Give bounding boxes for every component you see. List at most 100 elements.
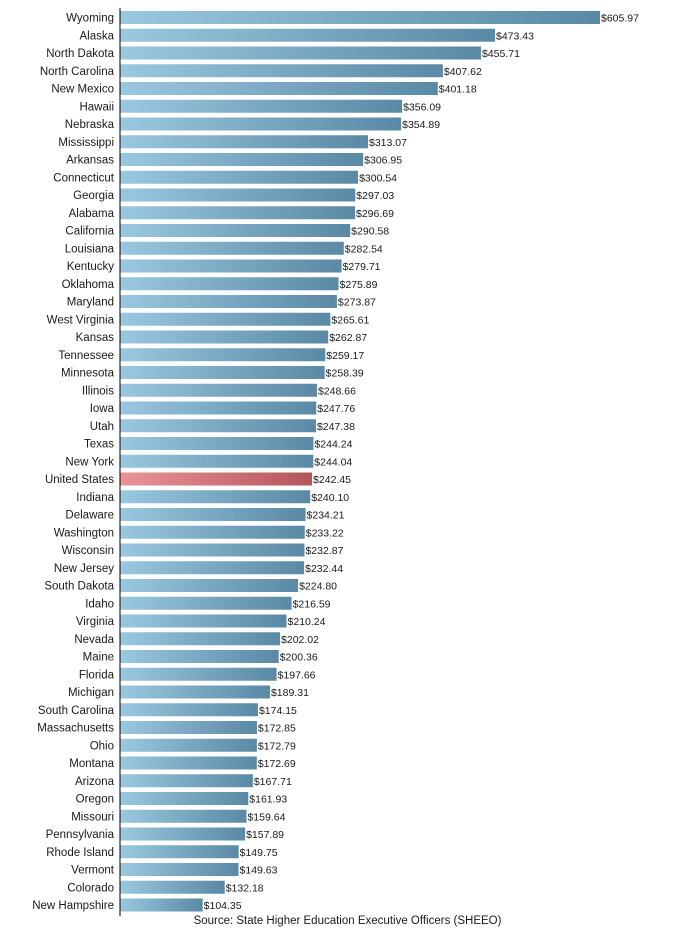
- category-label: Pennsylvania: [46, 829, 115, 841]
- value-label: $234.21: [307, 510, 345, 522]
- category-label: Virginia: [76, 616, 115, 628]
- category-label: Maine: [83, 652, 114, 664]
- category-label: Georgia: [73, 190, 115, 202]
- bar: [120, 756, 257, 770]
- category-label: Kentucky: [67, 261, 115, 273]
- bar: [120, 11, 600, 24]
- bar: [120, 809, 247, 823]
- category-label: West Virginia: [47, 314, 115, 326]
- bar: [120, 82, 438, 95]
- bar: [120, 845, 239, 859]
- value-label: $232.44: [305, 563, 343, 575]
- category-label: Kansas: [76, 332, 115, 344]
- value-label: $265.61: [331, 314, 369, 326]
- category-label: New Mexico: [51, 84, 114, 96]
- bar: [120, 508, 306, 521]
- category-label: Minnesota: [61, 368, 115, 380]
- category-label: Texas: [84, 439, 114, 451]
- bar: [120, 543, 305, 557]
- value-label: $354.89: [402, 119, 440, 131]
- value-label: $244.24: [314, 439, 352, 451]
- value-label: $290.58: [351, 226, 389, 238]
- value-label: $300.54: [359, 172, 397, 184]
- category-label: Louisiana: [65, 243, 115, 255]
- value-label: $455.71: [482, 48, 520, 60]
- bar: [120, 721, 257, 734]
- bar: [120, 792, 249, 805]
- value-label: $200.36: [280, 652, 318, 664]
- bar: [120, 454, 314, 468]
- value-label: $232.87: [305, 545, 343, 557]
- category-label: North Dakota: [46, 48, 114, 60]
- bar: [120, 170, 359, 184]
- category-label: Missouri: [71, 811, 114, 823]
- bar: [120, 224, 351, 237]
- bar: [120, 579, 299, 592]
- bar: [120, 188, 356, 202]
- bar: [120, 561, 305, 575]
- category-label: Illinois: [82, 385, 114, 397]
- bar: [120, 153, 364, 166]
- bar: [120, 312, 331, 326]
- value-label: $149.63: [240, 865, 278, 877]
- value-label: $149.75: [240, 847, 278, 859]
- category-label: Florida: [79, 669, 115, 681]
- bar: [120, 330, 329, 344]
- category-label: Mississippi: [58, 137, 114, 149]
- value-label: $306.95: [364, 155, 402, 167]
- value-label: $262.87: [329, 332, 367, 344]
- category-label: New Hampshire: [32, 900, 114, 912]
- category-label: New York: [65, 456, 114, 468]
- bar-highlight: [120, 472, 313, 486]
- bar: [120, 525, 305, 539]
- category-label: Hawaii: [79, 101, 114, 113]
- value-label: $161.93: [249, 794, 287, 806]
- category-label: Indiana: [76, 492, 114, 504]
- category-label: Massachusetts: [37, 723, 114, 735]
- bar: [120, 383, 317, 397]
- value-label: $605.97: [601, 13, 639, 25]
- category-label: Iowa: [90, 403, 115, 415]
- value-label: $259.17: [326, 350, 364, 362]
- category-label: Arizona: [75, 776, 115, 788]
- value-label: $172.69: [258, 758, 296, 770]
- category-label: Nevada: [74, 634, 114, 646]
- bar: [120, 490, 311, 504]
- category-label: Wisconsin: [62, 545, 114, 557]
- bar: [120, 99, 403, 113]
- value-label: $167.71: [254, 776, 292, 788]
- category-label: Idaho: [85, 598, 114, 610]
- category-label: North Carolina: [40, 66, 115, 78]
- category-label: Maryland: [67, 297, 114, 309]
- bar: [120, 667, 277, 681]
- category-label: Alaska: [79, 30, 114, 42]
- value-label: $157.89: [246, 829, 284, 841]
- value-label: $407.62: [444, 66, 482, 78]
- value-label: $202.02: [281, 634, 319, 646]
- bar: [120, 277, 339, 291]
- bar: [120, 28, 496, 42]
- value-label: $242.45: [313, 474, 351, 486]
- value-label: $282.54: [345, 243, 383, 255]
- value-label: $401.18: [439, 84, 477, 96]
- value-label: $273.87: [338, 297, 376, 309]
- category-label: Montana: [69, 758, 114, 770]
- value-label: $132.18: [226, 882, 264, 894]
- category-label: Connecticut: [53, 172, 115, 184]
- category-label: Oregon: [76, 794, 114, 806]
- source-note: Source: State Higher Education Executive…: [193, 915, 502, 927]
- category-label: Vermont: [71, 865, 115, 877]
- category-label: Washington: [54, 527, 114, 539]
- value-label: $247.76: [317, 403, 355, 415]
- category-label: Delaware: [65, 510, 114, 522]
- category-label: Utah: [90, 421, 114, 433]
- bar: [120, 880, 225, 894]
- bar: [120, 401, 317, 415]
- bar: [120, 135, 368, 149]
- bar: [120, 437, 314, 450]
- bar: [120, 827, 246, 841]
- value-label: $240.10: [311, 492, 349, 504]
- bar: [120, 46, 481, 60]
- bar: [120, 366, 325, 379]
